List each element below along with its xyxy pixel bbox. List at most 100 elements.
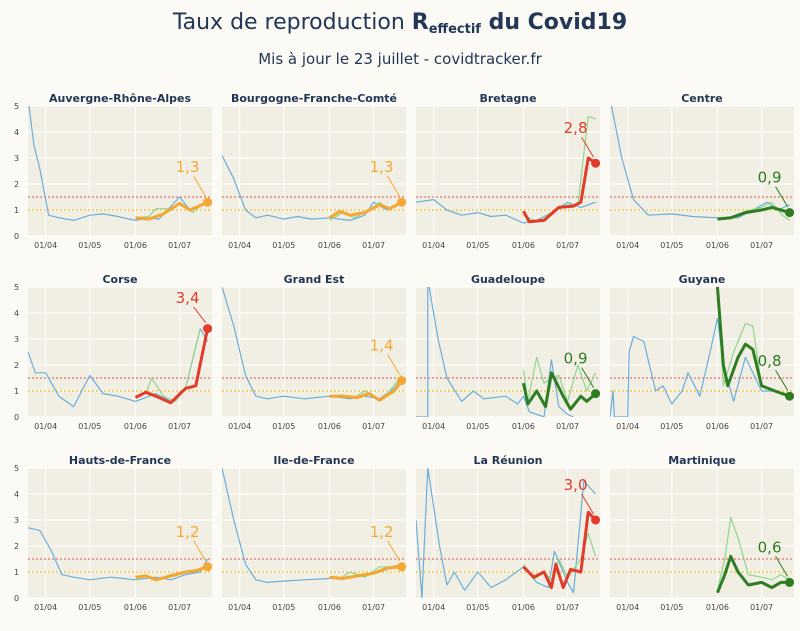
series-main-line (134, 328, 210, 405)
annotation-arrow (387, 175, 401, 197)
last-value-marker (785, 208, 795, 218)
x-tick-label: 01/05 (466, 603, 489, 612)
x-tick-label: 01/07 (556, 241, 579, 250)
x-tick-label: 01/04 (422, 603, 445, 612)
panel-title: Grand Est (284, 273, 345, 286)
plot-area (610, 468, 794, 598)
plot-area (610, 287, 794, 417)
last-value-label: 1,2 (370, 523, 394, 541)
annotation-arrow (193, 540, 207, 562)
plot-area (610, 106, 794, 236)
panel-title: Guadeloupe (471, 273, 545, 286)
page-title: Taux de reproduction Reffectif du Covid1… (172, 10, 628, 37)
last-value-label: 1,2 (176, 523, 200, 541)
last-value-marker (397, 197, 407, 207)
series-main-line (715, 287, 791, 398)
last-value-label: 3,0 (564, 476, 588, 494)
x-tick-label: 01/07 (362, 422, 385, 431)
panel-la-r-union: 01/04 01/05 01/06 01/07 3,0 La Réunion (416, 454, 601, 612)
x-tick-label: 01/04 (616, 422, 639, 431)
series-main-line (328, 200, 403, 220)
x-tick-label: 01/07 (750, 241, 773, 250)
x-tick-label: 01/04 (616, 241, 639, 250)
x-tick-label: 01/05 (466, 241, 489, 250)
last-value-marker (785, 577, 795, 587)
x-tick-label: 01/05 (466, 422, 489, 431)
last-value-marker (203, 562, 213, 572)
x-tick-label: 01/07 (168, 422, 191, 431)
series-green-thin-line (716, 516, 790, 591)
last-value-label: 1,3 (176, 158, 200, 176)
panel-ile-de-france: 01/04 01/05 01/06 01/07 1,2 Ile-de-France (222, 454, 407, 612)
x-tick-label: 01/04 (228, 422, 251, 431)
series-main-line (522, 510, 597, 590)
y-tick-label: 5 (14, 102, 19, 111)
y-tick-label: 5 (14, 283, 19, 292)
x-tick-label: 01/06 (318, 603, 341, 612)
plot-area (222, 106, 406, 236)
panel-title: La Réunion (473, 454, 542, 467)
x-tick-label: 01/06 (318, 241, 341, 250)
panel-hauts-de-france: 01/04 01/05 01/06 01/07 0 1 2 3 4 5 1,2 Hauts-de-Fr… (14, 454, 213, 612)
x-tick-label: 01/07 (556, 422, 579, 431)
annotation-arrow (193, 306, 206, 323)
panel-title: Auvergne-Rhône-Alpes (49, 92, 191, 105)
last-value-label: 1,4 (370, 337, 394, 355)
x-tick-label: 01/06 (512, 241, 535, 250)
series-blue-line (222, 155, 402, 221)
last-value-label: 0,9 (758, 169, 782, 187)
panel-title: Bretagne (479, 92, 536, 105)
x-tick-label: 01/05 (78, 603, 101, 612)
plot-area (416, 106, 600, 236)
x-tick-label: 01/07 (168, 603, 191, 612)
y-tick-label: 1 (14, 206, 19, 215)
annotation-arrow (193, 175, 207, 197)
y-tick-label: 0 (14, 232, 19, 241)
x-tick-label: 01/07 (750, 422, 773, 431)
x-tick-label: 01/04 (422, 241, 445, 250)
last-value-marker (397, 376, 407, 386)
y-tick-label: 0 (14, 594, 19, 603)
x-tick-label: 01/06 (124, 422, 147, 431)
series-main-line (522, 156, 597, 224)
panel-title: Martinique (668, 454, 736, 467)
series-main-line (135, 565, 209, 582)
last-value-label: 0,6 (758, 538, 782, 556)
last-value-label: 1,3 (370, 158, 394, 176)
y-tick-label: 3 (14, 154, 19, 163)
panel-title: Hauts-de-France (69, 454, 171, 467)
x-tick-label: 01/04 (616, 603, 639, 612)
x-tick-label: 01/06 (512, 603, 535, 612)
y-tick-label: 4 (14, 309, 19, 318)
x-tick-label: 01/06 (318, 422, 341, 431)
y-tick-label: 0 (14, 413, 19, 422)
last-value-label: 2,8 (564, 119, 588, 137)
last-value-label: 3,4 (176, 289, 200, 307)
panel-guadeloupe: 01/04 01/05 01/06 01/07 0,9 Guadeloupe (416, 273, 601, 431)
x-tick-label: 01/04 (228, 241, 251, 250)
last-value-marker (397, 562, 407, 572)
series-main-line (329, 379, 403, 402)
panel-title: Guyane (679, 273, 726, 286)
panel-title: Corse (102, 273, 137, 286)
series-blue-line (28, 527, 209, 581)
x-tick-label: 01/06 (124, 603, 147, 612)
y-tick-label: 2 (14, 361, 19, 370)
x-tick-label: 01/07 (750, 603, 773, 612)
last-value-marker (591, 515, 601, 525)
panel-corse: 01/04 01/05 01/06 01/07 0 1 2 3 4 5 3,4 Corse (14, 273, 213, 431)
page-subtitle: Mis à jour le 23 juillet - covidtracker.… (258, 50, 542, 68)
last-value-label: 0,8 (758, 352, 782, 370)
panel-title: Centre (681, 92, 723, 105)
series-main-line (716, 554, 790, 594)
y-tick-label: 4 (14, 128, 19, 137)
panel-grand-est: 01/04 01/05 01/06 01/07 1,4 Grand Est (222, 273, 407, 431)
annotation-arrow (387, 540, 401, 562)
x-tick-label: 01/05 (78, 422, 101, 431)
x-tick-label: 01/05 (660, 422, 683, 431)
x-tick-label: 01/05 (660, 241, 683, 250)
y-tick-label: 3 (14, 516, 19, 525)
y-tick-label: 2 (14, 180, 19, 189)
last-value-marker (203, 324, 213, 334)
